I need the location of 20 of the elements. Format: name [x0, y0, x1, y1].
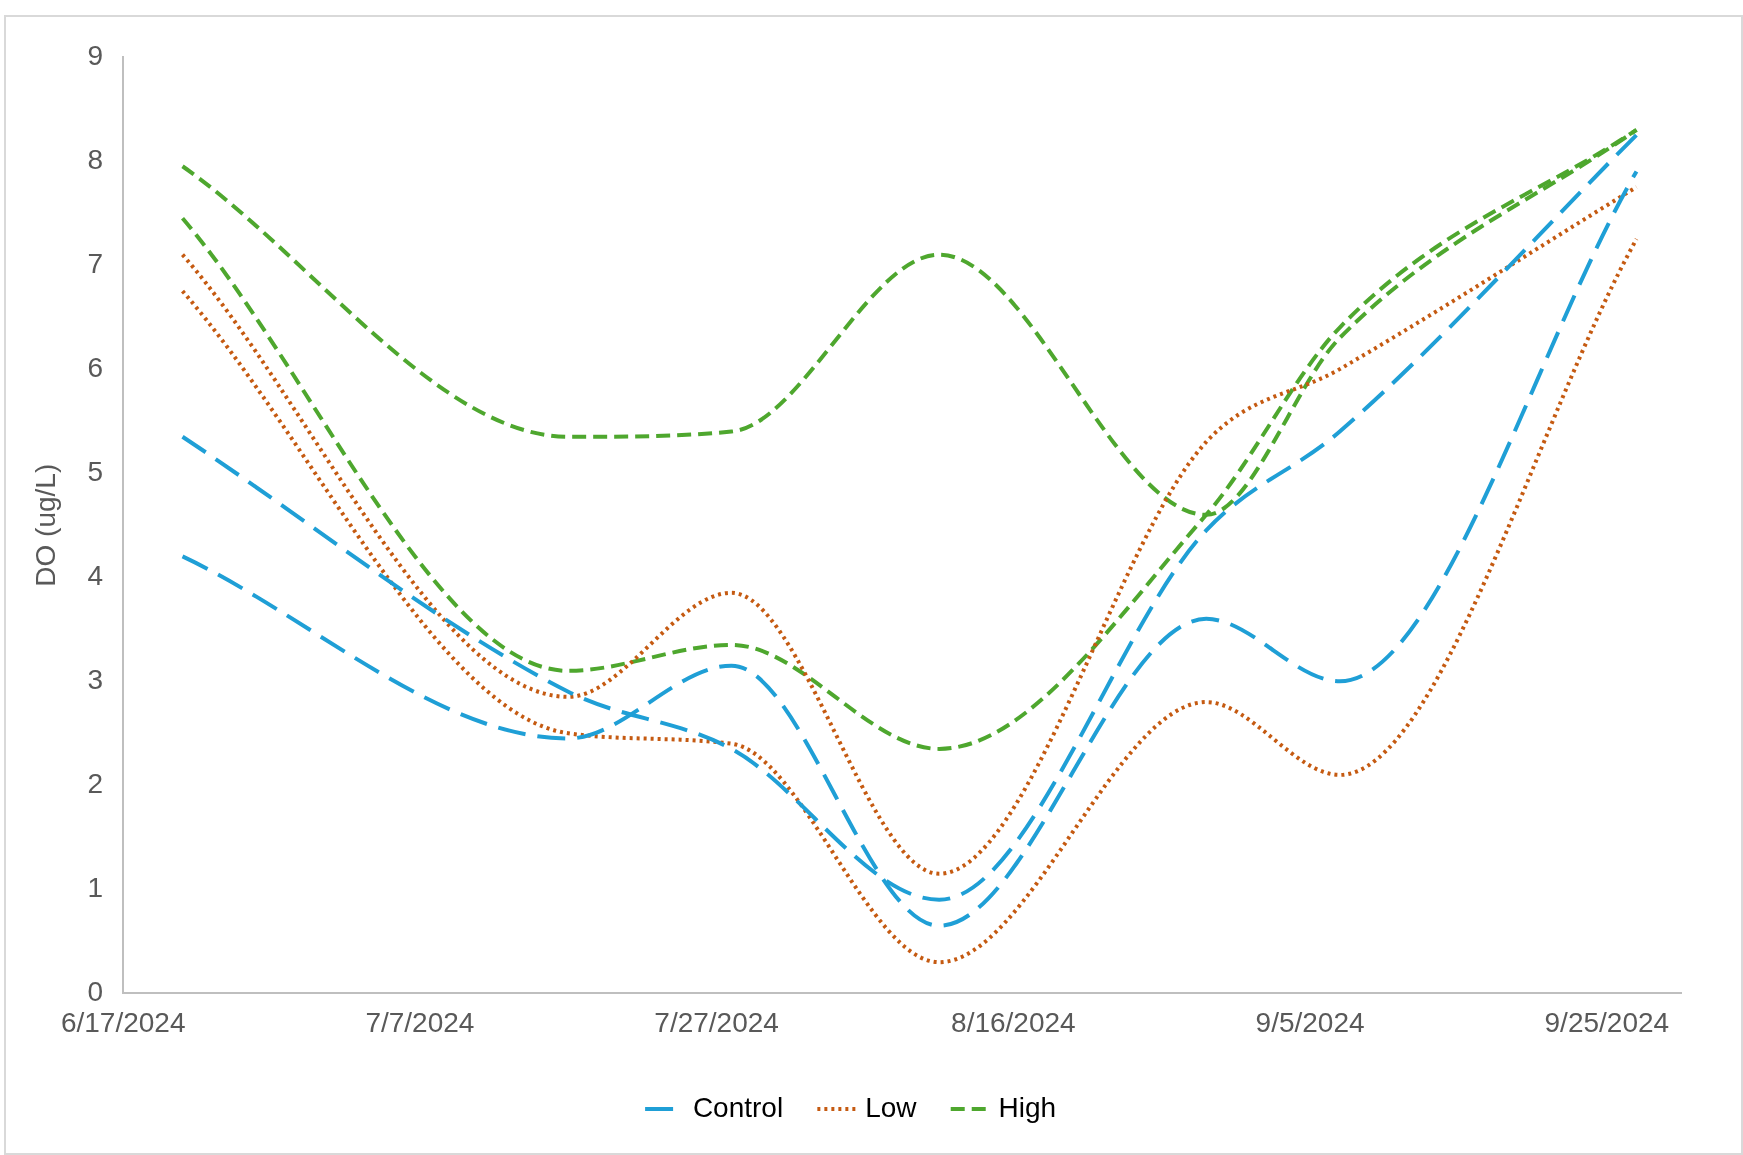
y-tick-label: 6 — [87, 351, 104, 383]
y-tick-label: 8 — [87, 143, 104, 175]
y-tick-label: 7 — [87, 247, 104, 279]
x-tick-label: 9/5/2024 — [1255, 1006, 1365, 1038]
y-axis-title: DO (ug/L) — [29, 463, 61, 587]
y-tick-label: 5 — [87, 455, 104, 487]
y-tick-label: 2 — [87, 768, 104, 800]
legend-label: High — [998, 1091, 1057, 1123]
x-tick-label: 6/17/2024 — [60, 1006, 186, 1038]
y-tick-label: 9 — [87, 39, 104, 71]
y-tick-label: 0 — [87, 976, 104, 1008]
x-tick-label: 7/7/2024 — [365, 1006, 475, 1038]
x-tick-label: 9/25/2024 — [1544, 1006, 1670, 1038]
y-tick-label: 3 — [87, 663, 104, 695]
x-tick-label: 8/16/2024 — [951, 1006, 1076, 1038]
legend-label: Control — [692, 1091, 784, 1123]
y-tick-label: 4 — [87, 559, 104, 591]
legend-label: Low — [865, 1091, 918, 1123]
x-tick-label: 7/27/2024 — [654, 1006, 779, 1038]
y-tick-label: 1 — [87, 872, 104, 904]
